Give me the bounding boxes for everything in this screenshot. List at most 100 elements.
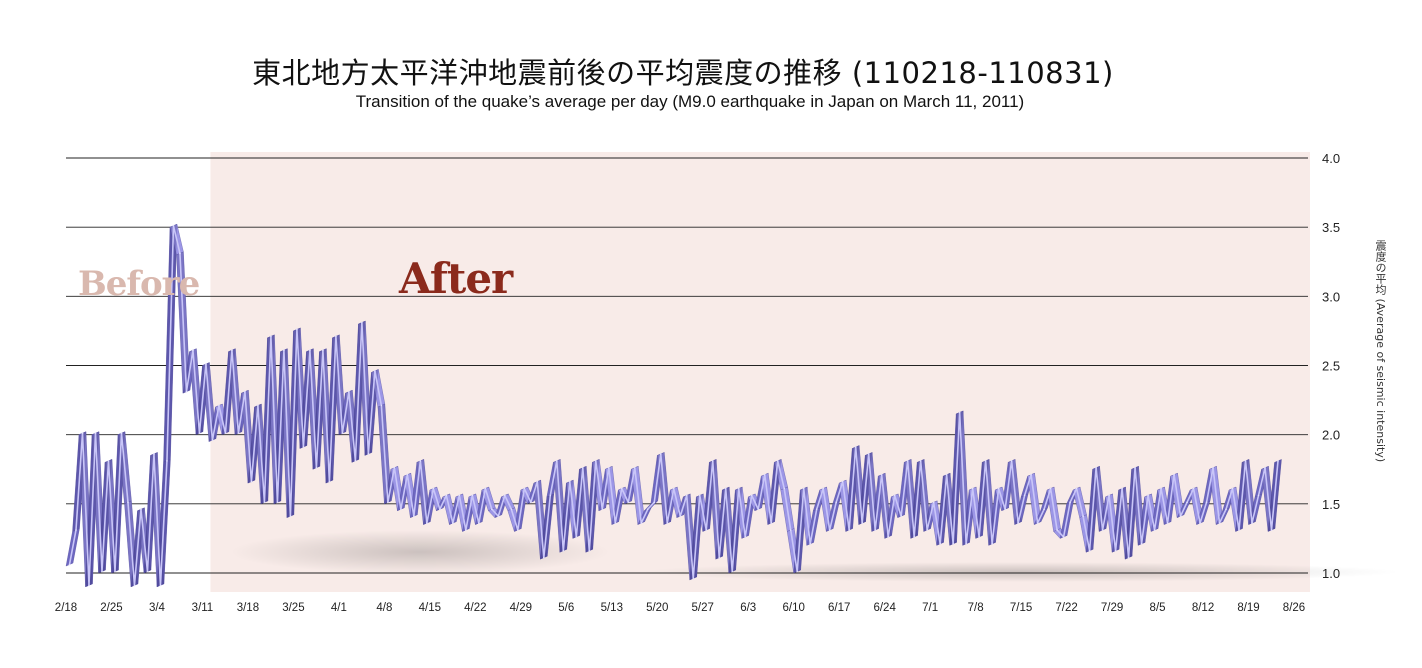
data-point: [452, 522, 454, 524]
data-point: [400, 508, 402, 511]
data-point: [556, 460, 558, 462]
data-point: [88, 584, 90, 587]
x-tick-label: 7/1: [922, 602, 938, 614]
data-point: [530, 501, 532, 504]
data-point: [289, 515, 292, 517]
y-tick-label: 2.5: [1322, 359, 1340, 374]
data-point: [387, 501, 389, 504]
data-point: [380, 404, 383, 407]
data-point: [114, 570, 116, 573]
data-point: [562, 549, 565, 552]
data-point: [588, 549, 591, 552]
data-point: [133, 584, 136, 587]
x-tick-label: 7/22: [1055, 602, 1077, 614]
data-point: [744, 536, 747, 538]
data-point: [861, 522, 863, 524]
x-tick-label: 6/24: [873, 602, 896, 614]
data-point: [393, 466, 396, 469]
data-point: [419, 460, 422, 462]
data-point: [965, 543, 967, 545]
data-point: [478, 522, 480, 524]
data-point: [1270, 529, 1273, 531]
data-point: [179, 252, 181, 255]
data-point: [146, 570, 149, 573]
y-tick-label: 1.0: [1322, 566, 1340, 581]
data-point: [1114, 549, 1117, 552]
y-tick-label: 4.0: [1322, 151, 1340, 166]
data-point: [1277, 460, 1279, 462]
data-point: [159, 584, 162, 587]
data-point: [127, 501, 129, 504]
data-point: [166, 460, 168, 462]
data-point: [952, 543, 954, 545]
x-tick-label: 5/13: [601, 602, 623, 614]
data-point: [497, 515, 500, 517]
x-tick-label: 7/29: [1101, 602, 1123, 614]
data-point: [776, 460, 779, 462]
x-tick-label: 8/5: [1150, 602, 1166, 614]
data-point: [900, 515, 902, 517]
data-point: [120, 432, 123, 434]
data-point: [614, 522, 617, 524]
data-point: [523, 487, 526, 490]
x-tick-label: 3/25: [282, 602, 304, 614]
data-point: [205, 363, 207, 365]
data-point: [809, 543, 811, 545]
data-point: [783, 487, 786, 490]
data-point: [374, 370, 376, 372]
data-point: [1153, 529, 1156, 531]
data-point: [1095, 466, 1097, 469]
data-point: [666, 522, 669, 524]
data-point: [893, 494, 896, 497]
data-point: [504, 494, 506, 497]
x-tick-label: 8/12: [1192, 602, 1214, 614]
data-point: [185, 390, 188, 393]
data-point: [361, 321, 363, 324]
before-label: Before: [78, 264, 200, 304]
data-point: [685, 494, 688, 497]
data-point: [1127, 556, 1130, 559]
data-point: [659, 453, 662, 455]
data-point: [848, 529, 850, 531]
data-point: [1231, 487, 1234, 490]
data-point: [322, 349, 324, 351]
data-point: [1160, 487, 1162, 490]
data-point: [1134, 466, 1136, 469]
data-point: [997, 487, 1000, 490]
data-point: [757, 508, 760, 511]
data-point: [692, 577, 695, 580]
data-point: [270, 335, 272, 338]
data-point: [543, 556, 545, 559]
data-point: [75, 529, 77, 531]
data-point: [913, 536, 915, 538]
data-point: [991, 543, 993, 545]
data-point: [581, 466, 584, 469]
data-point: [978, 536, 980, 538]
data-point: [1212, 466, 1214, 469]
data-point: [815, 508, 818, 511]
x-tick-label: 3/18: [237, 602, 259, 614]
data-point: [731, 570, 734, 573]
x-tick-label: 5/27: [692, 602, 714, 614]
ribbon-shadow: [640, 562, 1400, 582]
data-point: [1205, 501, 1208, 504]
data-point: [263, 501, 266, 504]
x-tick-label: 6/10: [783, 602, 805, 614]
data-point: [958, 411, 961, 414]
data-point: [211, 439, 214, 441]
data-point: [633, 466, 636, 469]
x-tick-label: 4/8: [376, 602, 392, 614]
data-point: [945, 473, 948, 476]
data-point: [192, 349, 194, 351]
data-point: [198, 432, 201, 434]
data-point: [1238, 529, 1240, 531]
data-point: [140, 508, 142, 511]
data-point: [1121, 487, 1123, 490]
data-point: [250, 480, 253, 483]
data-point: [94, 432, 97, 434]
data-point: [484, 487, 487, 490]
data-point: [601, 508, 604, 511]
x-tick-label: 8/26: [1283, 602, 1305, 614]
data-point: [718, 556, 721, 559]
